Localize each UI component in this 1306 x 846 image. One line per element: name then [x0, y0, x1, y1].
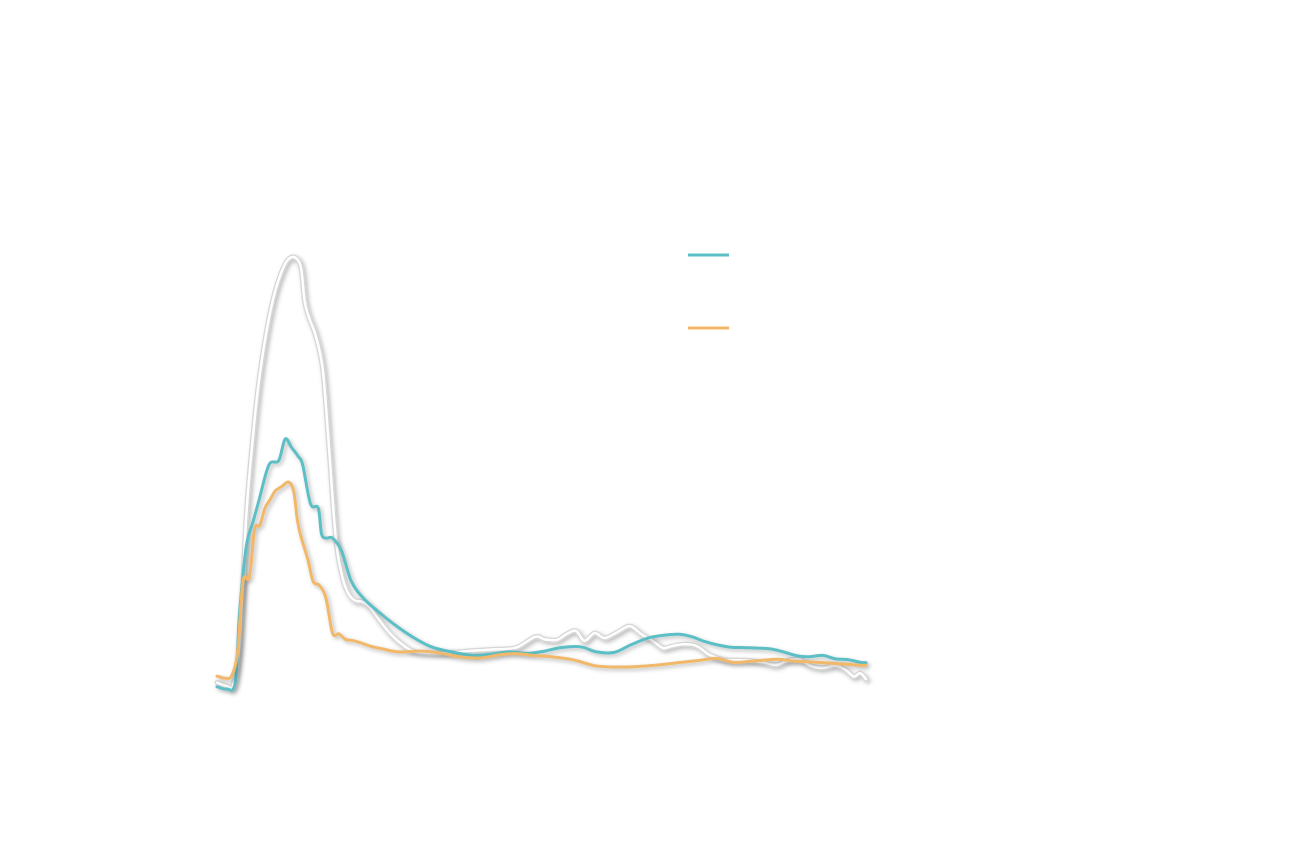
series-line-2: [215, 437, 868, 692]
legend: [688, 253, 729, 330]
series-line-1-outline: [214, 254, 869, 691]
series-line-2-stroke: [215, 437, 868, 692]
series-line-1-stroke: [215, 255, 868, 690]
series-line-3: [215, 480, 868, 680]
series-line-3-stroke: [215, 480, 868, 680]
plot-area: [214, 254, 869, 692]
series-line-1: [214, 254, 869, 691]
